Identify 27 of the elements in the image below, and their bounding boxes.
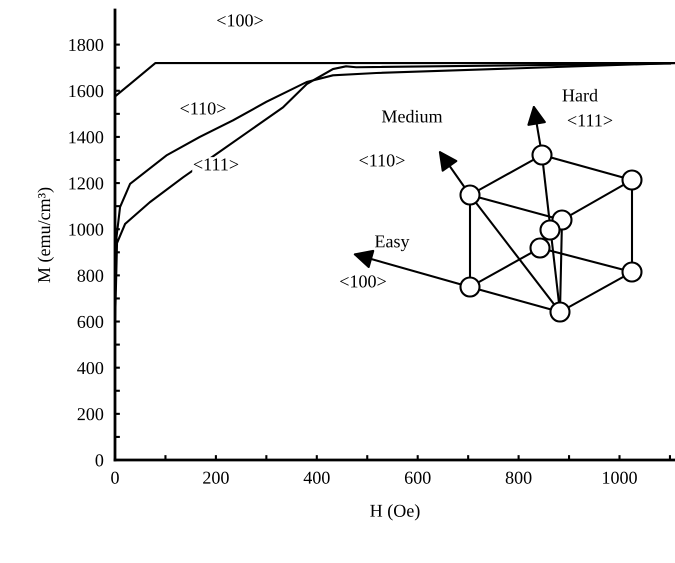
y-tick-label: 800 xyxy=(77,270,104,282)
x-tick-label: 200 xyxy=(203,472,229,484)
y-tick-label: 1400 xyxy=(69,131,104,144)
y-tick-label: 400 xyxy=(77,362,104,374)
x-tick-label: 800 xyxy=(506,472,532,484)
y-tick-label: 1000 xyxy=(69,223,104,236)
y-tick-label: 1800 xyxy=(69,38,104,52)
annotation: <111> xyxy=(568,114,612,126)
annotation: Hard xyxy=(562,88,598,102)
annotation: <110> xyxy=(180,102,226,115)
y-axis-title: M (emu/cm³) xyxy=(38,188,54,283)
x-axis-title: H (Oe) xyxy=(370,504,420,521)
annotation: <100> xyxy=(340,275,386,288)
annotation: Easy xyxy=(374,235,410,252)
y-tick-label: 600 xyxy=(78,316,104,328)
annotation: Medium xyxy=(382,110,442,123)
y-tick-label: 200 xyxy=(78,408,104,420)
y-tick-label: 0 xyxy=(96,454,104,466)
annotation: <100> xyxy=(217,14,263,27)
annotation: <111> xyxy=(194,158,238,170)
x-tick-label: 400 xyxy=(304,472,330,484)
annotation: <110> xyxy=(360,154,405,167)
x-tick-label: 600 xyxy=(404,472,431,484)
y-tick-label: 1600 xyxy=(69,85,104,98)
x-tick-label: 1000 xyxy=(603,472,637,484)
x-tick-label: 0 xyxy=(111,472,119,484)
y-tick-label: 1200 xyxy=(69,177,104,190)
